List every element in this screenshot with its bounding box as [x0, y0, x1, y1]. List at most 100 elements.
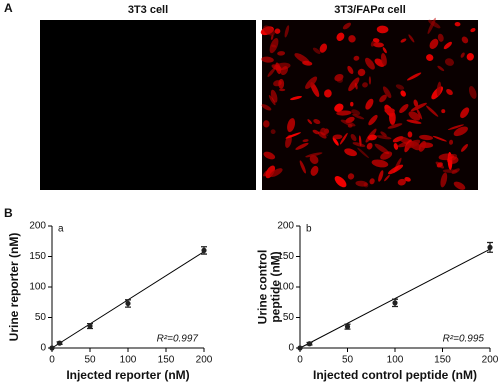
y-tick-label: 50 [283, 312, 295, 323]
cell [387, 123, 403, 129]
cell [404, 177, 411, 182]
x-tick-label: 50 [84, 355, 96, 366]
y-axis-label: Urine reporter (nM) [7, 233, 21, 342]
cell [270, 129, 276, 135]
cell [336, 76, 344, 83]
cell [324, 89, 332, 98]
x-tick-label: 0 [49, 355, 55, 366]
cell [347, 65, 354, 75]
cell [352, 142, 366, 147]
panel-sublabel: b [306, 224, 312, 235]
cell [446, 88, 453, 96]
cell [270, 34, 274, 40]
cell [371, 159, 389, 168]
cell [453, 126, 468, 137]
cell [280, 66, 289, 76]
x-tick-label: 200 [482, 355, 499, 366]
cell [381, 53, 387, 66]
cell [312, 129, 320, 135]
data-point [344, 324, 351, 330]
cell [270, 89, 278, 103]
cell [313, 119, 321, 125]
cell [367, 134, 377, 141]
y-tick-label: 50 [35, 312, 47, 323]
cell [406, 72, 422, 81]
cell [419, 142, 434, 149]
cell [310, 165, 319, 176]
y-tick-label: 100 [277, 282, 294, 293]
x-tick-label: 50 [342, 355, 354, 366]
cell [353, 55, 360, 61]
y-tick-label: 200 [277, 221, 294, 232]
cell [436, 81, 442, 97]
cell [344, 148, 357, 157]
cell [323, 128, 330, 134]
cell [355, 180, 368, 187]
cell-fluorescence [260, 17, 477, 190]
cell [366, 142, 373, 150]
cell [376, 25, 389, 34]
cell [365, 57, 375, 70]
y-tick-label: 100 [29, 282, 46, 293]
cell [357, 147, 369, 159]
x-axis-label: Injected control peptide (nM) [313, 368, 477, 382]
cell [319, 43, 328, 53]
cell [406, 119, 422, 124]
data-point [306, 341, 313, 347]
cell [351, 109, 361, 116]
cell [460, 107, 470, 119]
cell [437, 65, 445, 72]
cell [395, 84, 405, 90]
cell [408, 111, 421, 121]
panel-label: B [4, 206, 13, 220]
data-point [125, 300, 131, 307]
micrograph [40, 20, 256, 190]
cell [332, 137, 339, 146]
x-axis-label: Injected reporter (nM) [66, 368, 189, 382]
cell [302, 60, 313, 66]
cell [368, 114, 378, 126]
cell [428, 19, 441, 29]
y-tick-label: 0 [40, 343, 46, 354]
x-tick-label: 100 [120, 355, 137, 366]
cell [305, 76, 318, 90]
cell [375, 135, 392, 140]
cell [334, 103, 344, 112]
cell [442, 169, 458, 173]
cell [449, 139, 454, 145]
x-tick-label: 150 [158, 355, 175, 366]
data-point [87, 323, 93, 329]
cell [408, 34, 415, 43]
data-point [487, 244, 493, 250]
cell [410, 102, 427, 112]
cell [397, 178, 406, 186]
cell [446, 156, 459, 164]
cell [263, 151, 276, 160]
cell [350, 134, 357, 142]
cell [407, 131, 413, 138]
cell [374, 143, 390, 155]
cell [309, 155, 319, 165]
cell [285, 134, 292, 148]
cell [269, 38, 279, 54]
panel-label: A [4, 1, 13, 15]
cell [299, 160, 306, 174]
cell [277, 51, 286, 56]
cell [388, 164, 404, 175]
cell [350, 101, 354, 107]
y-tick-label: 150 [277, 251, 294, 262]
cell [447, 124, 464, 130]
data-point [201, 247, 207, 253]
cell [372, 38, 380, 43]
cell [419, 134, 434, 141]
cell [357, 68, 366, 77]
cell [382, 47, 387, 54]
cell [302, 139, 309, 143]
cell [393, 143, 399, 150]
cell [470, 27, 476, 33]
cell [263, 25, 275, 36]
cell [380, 131, 387, 137]
cell [429, 38, 439, 49]
cell [379, 94, 387, 103]
cell [443, 41, 452, 50]
